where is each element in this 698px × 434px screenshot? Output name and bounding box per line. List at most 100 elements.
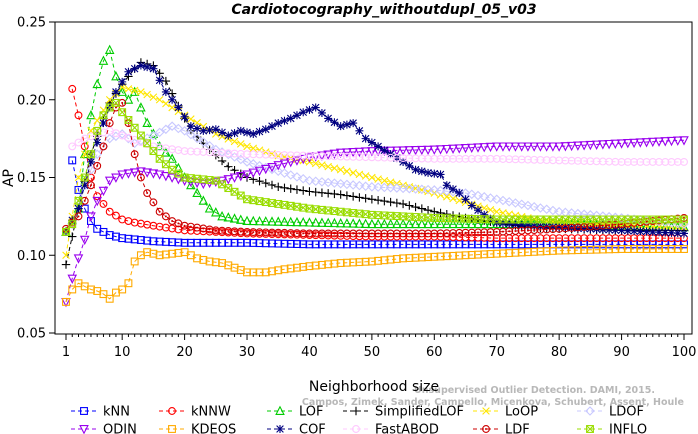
data-point xyxy=(605,234,614,243)
data-point xyxy=(161,87,170,96)
data-point xyxy=(298,173,308,184)
data-point xyxy=(168,95,177,104)
data-point xyxy=(99,199,108,208)
data-point xyxy=(498,195,508,206)
data-point xyxy=(499,155,507,163)
data-point xyxy=(349,119,358,128)
data-point xyxy=(379,218,390,229)
data-point xyxy=(193,174,202,183)
data-point xyxy=(310,217,321,227)
data-point xyxy=(198,137,209,147)
data-point xyxy=(411,165,420,174)
data-point xyxy=(555,234,564,243)
data-point xyxy=(161,160,170,169)
data-point xyxy=(161,250,170,259)
data-point xyxy=(392,218,402,229)
data-point xyxy=(605,225,614,234)
legend-label: INFLO xyxy=(609,423,647,434)
data-point xyxy=(436,170,445,179)
series-FastABOD xyxy=(68,126,688,166)
data-point xyxy=(455,251,464,260)
data-point xyxy=(311,187,320,197)
data-point xyxy=(374,142,383,151)
x-tick-label: 30 xyxy=(239,345,256,360)
data-point xyxy=(630,215,639,224)
data-point xyxy=(623,234,632,243)
data-point xyxy=(193,254,202,263)
data-point xyxy=(149,249,158,258)
data-point xyxy=(442,252,451,261)
data-point xyxy=(199,255,208,264)
data-point xyxy=(248,215,259,226)
legend-marker xyxy=(585,406,595,416)
data-point xyxy=(80,196,89,205)
data-point xyxy=(280,200,289,209)
data-point xyxy=(129,168,140,178)
data-point xyxy=(299,240,308,249)
data-point xyxy=(74,111,83,120)
data-point xyxy=(198,195,209,205)
watermark-line-2: Unsupervised Outlier Detection. DAMI, 20… xyxy=(414,385,655,396)
data-point xyxy=(235,171,246,182)
data-point xyxy=(580,234,589,243)
data-point xyxy=(579,141,589,151)
data-point xyxy=(442,186,452,196)
data-point xyxy=(261,178,270,188)
data-point xyxy=(548,215,557,224)
data-point xyxy=(573,208,583,219)
data-point xyxy=(673,229,682,238)
data-point xyxy=(105,207,114,216)
data-point xyxy=(573,246,582,255)
data-point xyxy=(205,126,214,135)
data-point xyxy=(292,111,301,120)
data-point xyxy=(367,229,376,238)
data-point xyxy=(330,259,339,268)
data-point xyxy=(530,234,539,243)
data-point xyxy=(673,245,682,253)
data-point xyxy=(486,250,495,258)
data-point xyxy=(648,245,657,253)
data-point xyxy=(449,185,458,194)
data-point xyxy=(517,212,526,221)
data-point xyxy=(380,229,389,238)
data-point xyxy=(648,215,657,224)
data-point xyxy=(361,134,370,143)
data-point xyxy=(411,253,420,262)
data-point xyxy=(111,98,120,107)
legend-label: kNN xyxy=(103,405,130,420)
data-point xyxy=(629,138,639,149)
data-point xyxy=(329,178,340,188)
data-point xyxy=(617,245,626,253)
data-point xyxy=(417,154,426,163)
data-point xyxy=(505,215,514,224)
data-point xyxy=(99,290,108,299)
data-point xyxy=(317,152,326,160)
data-point xyxy=(324,240,333,249)
data-point xyxy=(230,137,239,146)
data-point xyxy=(367,153,376,162)
data-point xyxy=(486,154,495,163)
data-point xyxy=(249,129,258,138)
data-point xyxy=(199,126,208,135)
y-tick-label: 0.05 xyxy=(17,327,46,342)
data-point xyxy=(374,211,383,220)
legend: kNN kNNW LOF SimplifiedLOF LoOP LDOF ODIN KDEOS… xyxy=(71,405,647,434)
data-point xyxy=(517,234,526,243)
data-point xyxy=(249,144,258,153)
data-point xyxy=(292,185,302,194)
data-point xyxy=(118,234,127,243)
data-point xyxy=(143,63,152,72)
data-point xyxy=(173,123,184,134)
data-point xyxy=(380,196,389,206)
data-point xyxy=(118,285,127,294)
data-point xyxy=(573,234,582,243)
data-point xyxy=(492,240,501,249)
data-point xyxy=(180,173,189,182)
data-point xyxy=(611,215,620,224)
data-point xyxy=(117,170,127,180)
data-point xyxy=(680,223,688,232)
data-point xyxy=(492,234,501,243)
data-point xyxy=(367,182,377,192)
data-point xyxy=(586,240,595,249)
data-point xyxy=(155,237,164,246)
